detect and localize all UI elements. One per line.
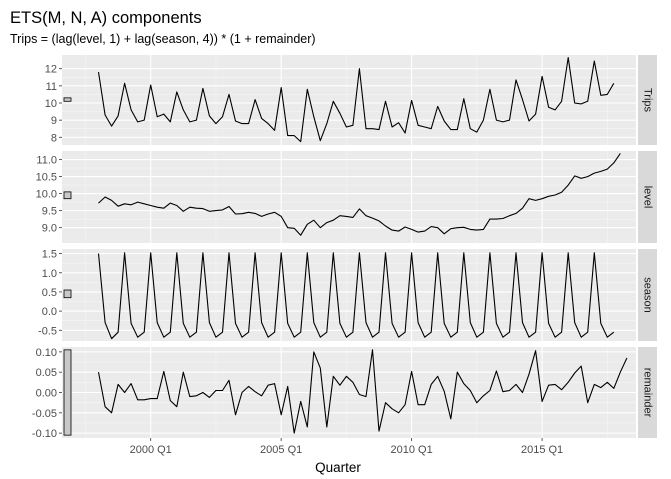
scale-bar <box>63 289 72 299</box>
y-tick-label: 0.10 <box>36 347 57 359</box>
scale-bar <box>63 349 72 436</box>
x-axis: 2000 Q1 2005 Q1 2010 Q1 2015 Q1 <box>130 438 563 456</box>
x-tick-label: 2010 Q1 <box>391 444 433 456</box>
panel-Trips: 8 9 10 11 12 Trips <box>45 55 657 145</box>
y-tick-label: 8 <box>51 132 57 144</box>
y-tick-label: -0.5 <box>38 325 57 337</box>
y-tick-label: 9 <box>51 115 57 127</box>
y-tick-label: 10.5 <box>36 172 57 184</box>
series-line-level <box>98 153 621 236</box>
scale-bar <box>63 191 72 200</box>
y-tick-label: 0.5 <box>42 287 57 299</box>
chart-subtitle: Trips = (lag(level, 1) + lag(season, 4))… <box>10 32 316 46</box>
y-tick-label: 1.5 <box>42 249 57 261</box>
y-tick-label: 10.0 <box>36 189 57 201</box>
facet-strip-label: Trips <box>642 88 654 113</box>
facet-strip <box>638 347 657 438</box>
y-tick-label: 0.05 <box>36 367 57 379</box>
y-tick-label: 10 <box>45 98 57 110</box>
panel-remainder: -0.10 -0.05 0.00 0.05 0.10 remainder <box>32 347 657 440</box>
y-tick-label: 1.0 <box>42 268 57 280</box>
facet-strip-label: remainder <box>642 368 654 418</box>
panel-season: -0.5 0.0 0.5 1.0 1.5 season <box>38 249 657 341</box>
y-tick-label: -0.10 <box>32 428 57 440</box>
x-tick-label: 2000 Q1 <box>130 444 172 456</box>
y-tick-label: 0.0 <box>42 306 57 318</box>
y-tick-label: 9.0 <box>42 223 57 235</box>
facet-strip <box>638 249 657 341</box>
y-tick-label: 11 <box>46 81 57 93</box>
series-line-season <box>97 252 615 340</box>
facet-strip <box>638 151 657 243</box>
scale-bar <box>63 97 72 102</box>
chart-title: ETS(M, N, A) components <box>10 9 202 27</box>
x-tick-label: 2015 Q1 <box>521 444 563 456</box>
series-line-remainder <box>97 349 628 434</box>
y-tick-label: 9.5 <box>42 206 57 218</box>
y-tick-label: 11.0 <box>36 155 57 167</box>
facet-strip-label: level <box>642 186 654 209</box>
facet-strip-label: season <box>642 277 654 312</box>
y-tick-label: -0.05 <box>32 408 57 420</box>
series-line-Trips <box>97 57 615 143</box>
panel-background <box>62 55 636 145</box>
x-axis-label: Quarter <box>315 460 361 475</box>
y-tick-label: 0.00 <box>36 388 57 400</box>
panel-background <box>62 249 636 341</box>
facet-panels: 8 9 10 11 12 Trips 9.0 9.5 10.0 10.5 11.0 level -0.5… <box>32 55 657 440</box>
facet-strip <box>638 55 657 145</box>
panel-level: 9.0 9.5 10.0 10.5 11.0 level <box>36 151 657 243</box>
x-tick-label: 2005 Q1 <box>260 444 302 456</box>
panel-background <box>62 151 636 243</box>
y-tick-label: 12 <box>45 64 57 76</box>
